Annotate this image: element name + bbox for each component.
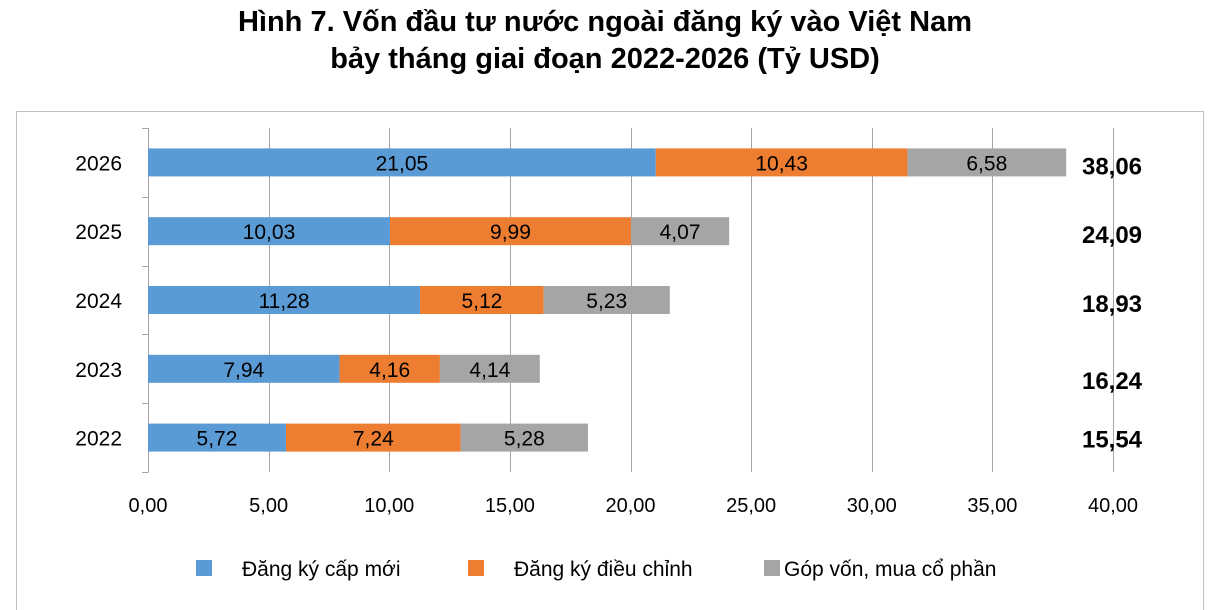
- data-label: 5,28: [504, 428, 545, 451]
- data-label: 4,16: [369, 359, 410, 382]
- legend-swatch: [468, 560, 484, 576]
- bar-segment: [148, 354, 340, 383]
- total-label: 38,06: [1082, 153, 1142, 180]
- data-label: 10,03: [243, 221, 296, 244]
- data-label: 5,23: [586, 290, 627, 313]
- data-label: 11,28: [259, 290, 310, 313]
- chart-title-line-1: Hình 7. Vốn đầu tư nước ngoài đăng ký và…: [237, 6, 973, 38]
- data-label: 5,12: [461, 290, 502, 313]
- x-tick-label: 15,00: [485, 495, 535, 517]
- bar-segment: [907, 148, 1067, 177]
- x-tick-label: 25,00: [726, 495, 776, 517]
- x-tick-label: 35,00: [967, 495, 1017, 517]
- data-label: 5,72: [197, 428, 238, 451]
- bar-segment: [148, 148, 656, 177]
- legend-label: Đăng ký điều chỉnh: [514, 558, 693, 581]
- legend-swatch: [764, 560, 780, 576]
- category-label: 2025: [75, 221, 122, 244]
- data-label: 7,94: [223, 359, 264, 382]
- total-label: 15,54: [1082, 427, 1143, 454]
- x-tick-label: 10,00: [364, 495, 414, 517]
- category-label: 2023: [75, 359, 122, 382]
- bar-segment: [655, 148, 908, 177]
- total-label: 18,93: [1082, 291, 1142, 318]
- total-label: 16,24: [1082, 368, 1143, 395]
- bar-segment: [439, 354, 540, 383]
- bar-segment: [148, 423, 286, 452]
- data-label: 6,58: [966, 152, 1007, 175]
- bar-segment: [543, 286, 670, 314]
- x-tick-label: 30,00: [847, 495, 897, 517]
- legend-swatch: [196, 560, 212, 576]
- chart-title: Hình 7. Vốn đầu tư nước ngoài đăng ký và…: [0, 4, 1210, 78]
- bar-segment: [339, 354, 440, 383]
- chart-title-line-2: bảy tháng giai đoạn 2022-2026 (Tỷ USD): [330, 43, 880, 75]
- x-tick-label: 40,00: [1088, 495, 1138, 517]
- category-label: 2026: [75, 152, 122, 175]
- data-label: 10,43: [755, 152, 808, 175]
- category-label: 2022: [75, 428, 122, 451]
- total-label: 24,09: [1082, 222, 1142, 249]
- bar-segment: [460, 423, 589, 452]
- legend-label: Góp vốn, mua cổ phần: [784, 558, 996, 581]
- data-label: 9,99: [490, 221, 531, 244]
- bar-segment: [148, 286, 421, 314]
- legend: Đăng ký cấp mới Đăng ký điều chỉnh Góp vốn…: [196, 558, 996, 581]
- bar-segment: [420, 286, 544, 314]
- data-label: 4,14: [469, 359, 510, 382]
- category-label: 2024: [75, 290, 122, 313]
- x-tick-label: 20,00: [605, 495, 655, 517]
- x-tick-label: 5,00: [249, 495, 288, 517]
- labels: 0,00 5,00 10,00 15,00 20,00 25,00 30,00 35,00 40…: [75, 152, 1142, 517]
- bar-segment: [389, 217, 631, 246]
- legend-label: Đăng ký cấp mới: [242, 558, 401, 581]
- bar-segment: [148, 217, 390, 246]
- data-label: 4,07: [660, 221, 701, 244]
- bars: [148, 148, 1067, 452]
- data-label: 7,24: [353, 428, 394, 451]
- x-tick-label: 0,00: [129, 495, 168, 517]
- bar-segment: [630, 217, 730, 246]
- data-label: 21,05: [376, 152, 429, 175]
- bar-segment: [285, 423, 461, 452]
